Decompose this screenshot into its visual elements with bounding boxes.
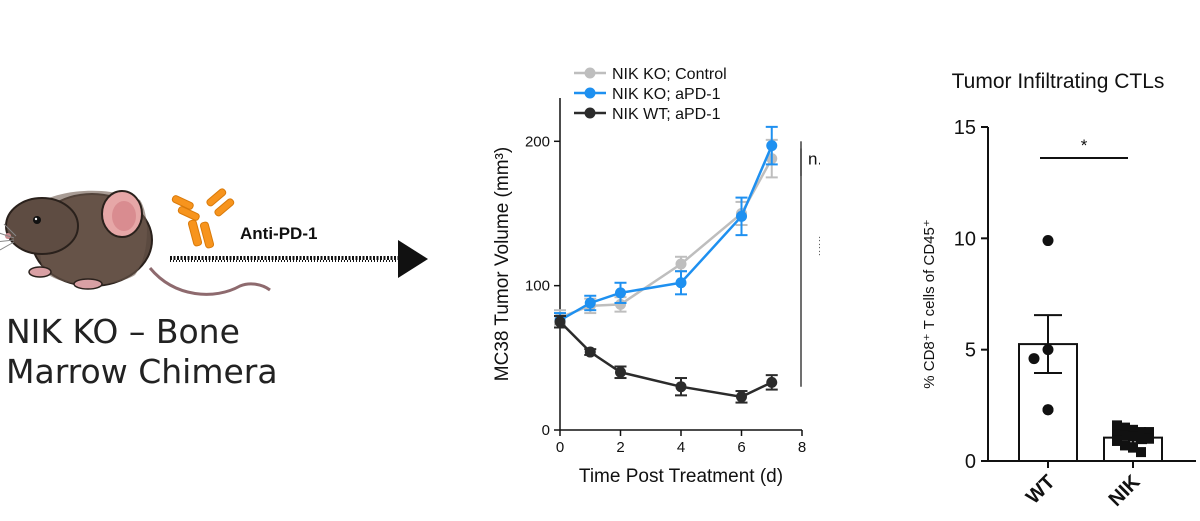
data-point xyxy=(675,381,687,393)
bar-y-axis-label: % CD8⁺ T cells of CD45⁺ xyxy=(921,219,938,389)
line-chart-ticks: 0 2 4 6 8 0 100 200 xyxy=(525,133,806,456)
data-point xyxy=(584,297,596,309)
wt-data-point xyxy=(1028,353,1040,365)
nik-data-point xyxy=(1136,432,1146,443)
nik-data-point xyxy=(1128,431,1138,442)
data-point xyxy=(675,258,687,270)
bar-chart-bars: WT NIK xyxy=(1018,314,1163,511)
ns-label: n.s. xyxy=(808,150,820,169)
wt-data-point xyxy=(1042,404,1054,416)
x-tick-label: 6 xyxy=(737,439,745,456)
legend-swatch-marker xyxy=(584,107,596,119)
series-line xyxy=(559,158,773,319)
antibody-icon xyxy=(171,188,235,249)
nik-data-point xyxy=(1144,433,1154,444)
line-chart-annotations: n.s. *** xyxy=(800,141,820,387)
x-tick-label: NIK xyxy=(1105,471,1145,511)
data-point xyxy=(736,391,747,403)
data-point xyxy=(736,210,747,222)
x-tick-label: 2 xyxy=(616,439,624,456)
y-tick-label: 10 xyxy=(954,228,976,250)
y-tick-label: 5 xyxy=(965,340,976,362)
data-point xyxy=(615,287,626,299)
y-tick-label: 0 xyxy=(542,422,550,439)
nik-data-point xyxy=(1128,442,1138,453)
bar-chart-significance: * xyxy=(1040,136,1128,159)
legend-label: NIK KO; Control xyxy=(612,66,727,83)
nik-data-point xyxy=(1120,430,1130,441)
nik-data-point xyxy=(1120,422,1130,433)
legend-label: NIK KO; aPD-1 xyxy=(612,86,721,103)
legend-label: NIK WT; aPD-1 xyxy=(612,106,721,123)
x-tick-label: WT xyxy=(1022,471,1060,509)
nik-data-point xyxy=(1144,427,1154,438)
nik-data-point xyxy=(1120,440,1130,451)
series-3 xyxy=(554,314,778,404)
nik-data-point xyxy=(1136,427,1146,438)
bar-chart-title: Tumor Infiltrating CTLs xyxy=(952,70,1165,93)
y-tick-label: 100 xyxy=(525,278,550,295)
data-point xyxy=(766,140,778,152)
nik-data-point xyxy=(1112,429,1122,440)
series-line xyxy=(559,145,773,322)
significance-label: *** xyxy=(809,235,820,256)
wt-data-point xyxy=(1042,235,1054,247)
experiment-caption: NIK KO – Bone Marrow Chimera xyxy=(6,312,278,391)
y-tick-label: 0 xyxy=(965,451,976,473)
data-point xyxy=(615,366,626,378)
y-tick-label: 200 xyxy=(525,133,550,150)
tumor-volume-chart: 0 2 4 6 8 0 100 200 NIK KO; Control NIK KO; aPD-… xyxy=(492,66,820,487)
significance-label: * xyxy=(1081,136,1088,155)
data-point xyxy=(675,277,687,289)
data-point xyxy=(584,346,596,358)
data-point xyxy=(554,316,566,328)
mouse-icon xyxy=(0,190,271,296)
schematic-graphics xyxy=(0,188,428,296)
series-1 xyxy=(554,138,778,326)
nik-data-point xyxy=(1112,420,1122,431)
arrow-label: Anti-PD-1 xyxy=(240,224,318,243)
treatment-arrow xyxy=(170,240,428,278)
series-2 xyxy=(554,125,778,329)
line-chart-series xyxy=(554,125,778,404)
y-tick-label: 15 xyxy=(954,117,976,139)
nik-data-point xyxy=(1128,424,1138,435)
line-chart-legend: NIK KO; Control NIK KO; aPD-1 NIK WT; aPD-… xyxy=(574,66,727,123)
experiment-schematic: Anti-PD-1 NIK KO – Bone Marrow Chimera xyxy=(0,0,450,521)
nik-data-point xyxy=(1112,435,1122,446)
x-axis-label: Time Post Treatment (d) xyxy=(579,466,783,487)
wt-data-point xyxy=(1042,344,1054,356)
y-axis-label: MC38 Tumor Volume (mm³) xyxy=(492,147,513,381)
ctl-bar-chart: Tumor Infiltrating CTLs % CD8⁺ T cells o… xyxy=(921,70,1196,511)
data-point xyxy=(615,298,626,310)
series-line xyxy=(559,320,773,399)
data-point xyxy=(766,376,778,388)
legend-swatch-marker xyxy=(584,67,596,79)
nik-data-point xyxy=(1136,447,1146,458)
bar-chart-points xyxy=(1028,235,1154,458)
x-tick-label: 4 xyxy=(677,439,685,456)
x-tick-label: 8 xyxy=(798,439,806,456)
legend-swatch-marker xyxy=(584,87,596,99)
x-tick-label: 0 xyxy=(556,439,564,456)
